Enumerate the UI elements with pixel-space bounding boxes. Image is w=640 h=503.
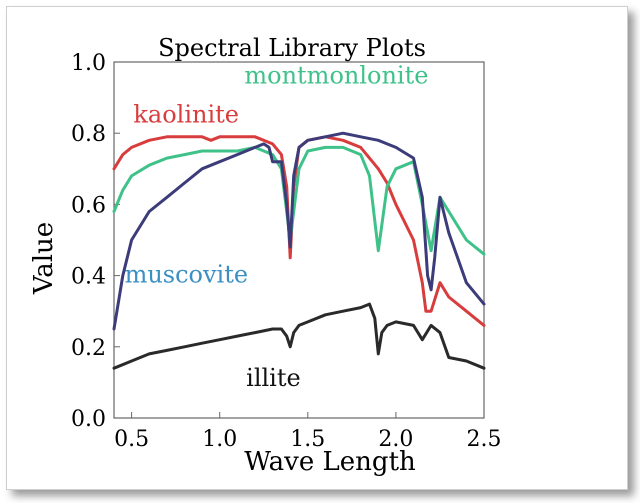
y-tick-label: 1.0 <box>71 51 106 76</box>
x-tick-label: 2.0 <box>378 427 413 452</box>
y-tick-label: 0.8 <box>71 122 106 147</box>
y-tick-label: 0.2 <box>71 336 106 361</box>
x-axis: 0.5 1.0 1.5 2.0 2.5 <box>114 412 502 452</box>
series-line-illite <box>112 302 486 370</box>
annotation-kaolinite: kaolinite <box>133 101 239 129</box>
x-tick-label: 2.5 <box>467 427 502 452</box>
annotation-muscovite: muscovite <box>125 261 249 289</box>
annotation-illite: illite <box>246 364 301 392</box>
annotation-montmonlonite: montmonlonite <box>244 61 428 89</box>
y-tick-label: 0.0 <box>71 407 106 432</box>
y-tick-label: 0.4 <box>71 265 106 290</box>
x-tick-label: 1.0 <box>202 427 237 452</box>
y-axis-label: Value <box>29 222 59 295</box>
x-tick-label: 1.5 <box>290 427 325 452</box>
series-line-montmonlonite <box>112 145 486 256</box>
series-line-muscovite <box>112 131 486 331</box>
chart-frame <box>6 6 628 490</box>
y-tick-label: 0.6 <box>71 193 106 218</box>
x-axis-label: Wave Length <box>244 447 416 477</box>
chart-title: Spectral Library Plots <box>158 34 426 62</box>
y-axis: 0.0 0.2 0.4 0.6 0.8 1.0 <box>71 51 120 432</box>
x-tick-label: 0.5 <box>114 427 149 452</box>
plot-area <box>113 61 485 419</box>
series-layer <box>112 131 486 370</box>
